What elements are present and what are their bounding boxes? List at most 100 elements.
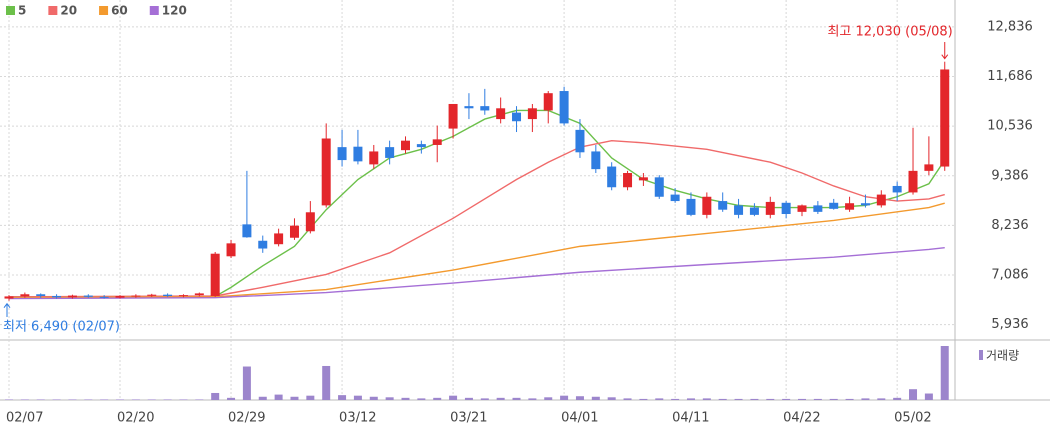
candle-body xyxy=(876,194,886,206)
volume-bar xyxy=(718,398,727,400)
candle-body xyxy=(575,129,585,153)
candle-body xyxy=(892,185,902,193)
volume-bar xyxy=(36,399,45,400)
candle-body xyxy=(4,296,14,299)
volume-bar xyxy=(782,398,791,400)
candle-body xyxy=(20,294,30,297)
volume-bar xyxy=(195,399,204,400)
candle-body xyxy=(686,198,696,215)
legend-label: 120 xyxy=(162,4,187,18)
candle-body xyxy=(83,295,93,297)
candle-body xyxy=(321,138,331,206)
volume-bar xyxy=(163,399,172,400)
candle-body xyxy=(512,112,522,122)
candle-body xyxy=(163,294,173,296)
volume-bar xyxy=(417,398,426,400)
candle-body xyxy=(924,164,934,171)
volume-bar xyxy=(877,398,886,400)
volume-bar xyxy=(290,396,299,400)
candle-body xyxy=(464,106,474,109)
x-tick-label: 04/01 xyxy=(561,411,598,426)
volume-bar xyxy=(242,366,251,400)
volume-bar xyxy=(401,397,410,400)
candle-body xyxy=(607,166,617,188)
volume-bar xyxy=(575,396,584,400)
candle-body xyxy=(258,240,268,249)
candle-body xyxy=(813,205,823,212)
candle-body xyxy=(797,205,807,212)
volume-bar xyxy=(52,399,61,400)
volume-bar xyxy=(893,397,902,400)
y-tick-label: 5,936 xyxy=(991,317,1028,332)
volume-bar xyxy=(227,397,236,400)
volume-bar xyxy=(924,393,933,400)
candle-body xyxy=(670,194,680,202)
volume-bar xyxy=(909,389,918,400)
candle-body xyxy=(734,205,744,215)
legend-swatch xyxy=(6,6,15,15)
candle-body xyxy=(401,140,410,151)
x-tick-label: 02/07 xyxy=(6,411,43,426)
candle-body xyxy=(638,177,648,181)
volume-bar xyxy=(116,399,125,400)
candle-body xyxy=(718,201,728,210)
volume-bar xyxy=(100,399,109,400)
volume-bar xyxy=(338,395,347,400)
candle-body xyxy=(702,196,712,215)
volume-bar xyxy=(940,346,949,400)
volume-bar xyxy=(734,398,743,400)
volume-bar xyxy=(68,399,77,400)
volume-bar xyxy=(544,397,553,400)
volume-bar xyxy=(671,398,680,400)
volume-bar xyxy=(369,396,378,400)
volume-bar xyxy=(449,395,458,400)
y-tick-label: 10,536 xyxy=(987,119,1033,134)
volume-bar xyxy=(179,399,188,400)
annotation-arrow xyxy=(3,302,11,317)
volume-bar xyxy=(274,394,283,400)
candle-body xyxy=(242,224,252,238)
volume-bar xyxy=(306,395,315,400)
volume-bar xyxy=(353,395,362,400)
x-tick-label: 05/02 xyxy=(894,411,931,426)
y-tick-label: 12,836 xyxy=(987,19,1033,34)
volume-bar xyxy=(5,399,13,400)
annotation: 최저 6,490 (02/07) xyxy=(3,320,120,335)
volume-bar xyxy=(591,396,600,400)
legend-label: 60 xyxy=(111,4,128,18)
volume-bar xyxy=(813,398,822,400)
candle-body xyxy=(416,144,426,148)
volume-bar xyxy=(623,398,632,400)
volume-bar xyxy=(766,398,775,400)
volume-bar xyxy=(528,398,537,400)
annotation: 최고 12,030 (05/08) xyxy=(827,25,952,40)
candle-body xyxy=(147,294,157,296)
volume-bar xyxy=(496,397,505,400)
candle-body xyxy=(860,203,870,206)
volume-bar xyxy=(686,398,695,400)
candle-body xyxy=(274,233,284,245)
candle-body xyxy=(448,103,458,129)
volume-bar xyxy=(385,397,394,400)
volume-bar xyxy=(750,398,759,400)
candle-body xyxy=(559,91,569,124)
candle-body xyxy=(99,296,109,298)
candle-body xyxy=(131,295,141,297)
candle-body xyxy=(432,139,442,145)
candle-body xyxy=(289,225,299,238)
x-tick-label: 02/20 xyxy=(117,411,154,426)
candle-body xyxy=(385,147,395,158)
candle-body xyxy=(337,147,347,161)
x-tick-label: 04/22 xyxy=(783,411,820,426)
volume-bar xyxy=(147,399,156,400)
volume-bar xyxy=(258,396,267,400)
volume-bar xyxy=(433,397,442,400)
candle-body xyxy=(829,202,839,209)
volume-bar xyxy=(861,398,870,400)
candle-body xyxy=(908,170,918,193)
volume-bar xyxy=(464,397,473,400)
volume-bar xyxy=(322,365,331,400)
candle-body xyxy=(369,151,379,165)
candle-body xyxy=(226,243,236,257)
candle-body xyxy=(52,295,62,298)
